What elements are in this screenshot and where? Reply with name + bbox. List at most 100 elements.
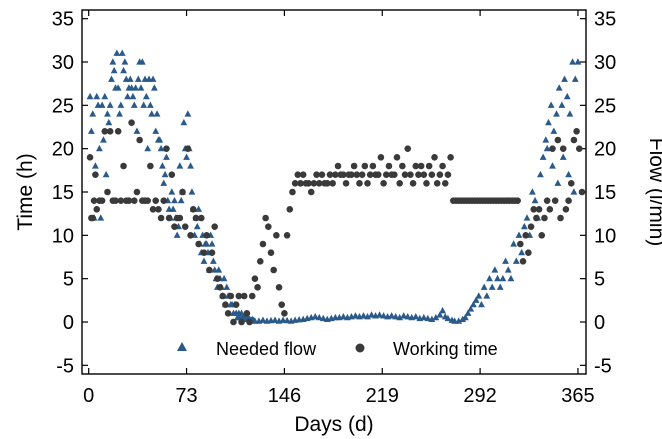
needed-flow-point [554, 179, 562, 186]
needed-flow-point [561, 75, 568, 82]
needed-flow-point [392, 313, 400, 320]
working-time-point [565, 197, 572, 204]
working-time-point [243, 310, 251, 317]
working-time-point [522, 232, 529, 239]
needed-flow-point [223, 283, 231, 290]
needed-flow-point [486, 274, 493, 282]
needed-flow-point [364, 313, 371, 320]
needed-flow-point [126, 75, 134, 82]
needed-flow-point [106, 101, 114, 108]
working-time-point [251, 275, 259, 282]
working-time-point [353, 171, 361, 178]
needed-flow-point [531, 196, 539, 204]
working-time-point [385, 162, 393, 170]
needed-flow-point [545, 118, 552, 126]
y-tick-label-right: 30 [594, 52, 616, 74]
y-tick-label-right: 15 [594, 182, 616, 204]
working-time-point [130, 197, 138, 204]
needed-flow-point [259, 316, 267, 323]
working-time-point [283, 232, 291, 239]
needed-flow-point [184, 110, 192, 117]
needed-flow-point [539, 153, 547, 160]
working-time-point [366, 171, 374, 178]
y-tick-label-left: 30 [52, 52, 74, 74]
needed-flow-point [494, 274, 501, 282]
needed-flow-point [571, 75, 579, 82]
working-time-point [369, 162, 377, 170]
needed-flow-point [569, 58, 576, 65]
needed-flow-point [472, 296, 480, 303]
needed-flow-point [478, 300, 485, 308]
needed-flow-point [92, 162, 99, 169]
working-time-point [179, 188, 186, 196]
needed-flow-point [183, 153, 190, 160]
working-time-point [374, 171, 382, 178]
working-time-point [168, 171, 176, 178]
working-time-point [332, 171, 339, 178]
working-time-point [433, 180, 441, 187]
needed-flow-point [105, 118, 113, 126]
needed-flow-point [163, 153, 170, 160]
working-time-point [323, 180, 331, 187]
needed-flow-point [98, 101, 106, 108]
working-time-point [329, 180, 336, 187]
needed-flow-point [144, 144, 152, 152]
needed-flow-point [140, 101, 148, 108]
needed-flow-point [470, 300, 477, 308]
working-time-point [157, 214, 165, 222]
working-time-point [407, 171, 414, 178]
x-axis-title: Days (d) [294, 413, 373, 436]
series-working-time [86, 119, 586, 326]
working-time-point [163, 145, 170, 152]
needed-flow-point [129, 92, 137, 100]
working-time-point [181, 223, 189, 230]
working-time-point [254, 284, 261, 291]
working-time-point [315, 180, 323, 187]
working-time-point [415, 171, 422, 178]
needed-flow-point [428, 315, 436, 322]
needed-flow-point [315, 313, 323, 321]
working-time-point [90, 197, 98, 204]
needed-flow-point [118, 49, 126, 56]
working-time-point [184, 145, 192, 152]
x-tick-label: 365 [561, 385, 594, 407]
working-time-point [299, 171, 307, 178]
working-time-point [436, 171, 444, 178]
needed-flow-point [220, 274, 228, 282]
working-time-point [262, 214, 269, 222]
working-time-point [549, 145, 556, 152]
x-tick-label: 219 [366, 385, 399, 407]
x-tick-label: 73 [175, 385, 197, 407]
needed-flow-point [133, 127, 141, 134]
working-time-point [93, 206, 101, 213]
needed-flow-point [542, 136, 550, 143]
y-tick-label-right: -5 [594, 355, 612, 377]
needed-flow-point [130, 101, 138, 108]
needed-flow-point [152, 127, 160, 134]
needed-flow-point [132, 84, 140, 91]
working-time-point [417, 162, 425, 170]
working-time-point [270, 266, 277, 274]
working-time-point [380, 180, 387, 187]
y-tick-label-right: 25 [594, 95, 616, 117]
working-time-point [420, 171, 428, 178]
needed-flow-point [149, 75, 157, 82]
needed-flow-point [208, 240, 216, 247]
needed-flow-point [283, 316, 291, 324]
needed-flow-point [459, 315, 467, 322]
needed-flow-point [311, 313, 319, 320]
needed-flow-point [160, 179, 168, 186]
needed-flow-point [537, 170, 544, 178]
working-time-point [412, 162, 420, 170]
needed-flow-point [169, 205, 177, 212]
legend: Needed flow Working time [177, 339, 498, 359]
working-time-point [86, 154, 94, 161]
needed-flow-point [565, 170, 572, 178]
needed-flow-point [200, 257, 208, 264]
y-tick-label-left: 25 [52, 95, 74, 117]
working-time-point [286, 206, 294, 213]
working-time-point [259, 240, 267, 248]
working-time-point [554, 136, 562, 144]
needed-flow-point [101, 92, 109, 100]
needed-flow-point [215, 266, 223, 273]
